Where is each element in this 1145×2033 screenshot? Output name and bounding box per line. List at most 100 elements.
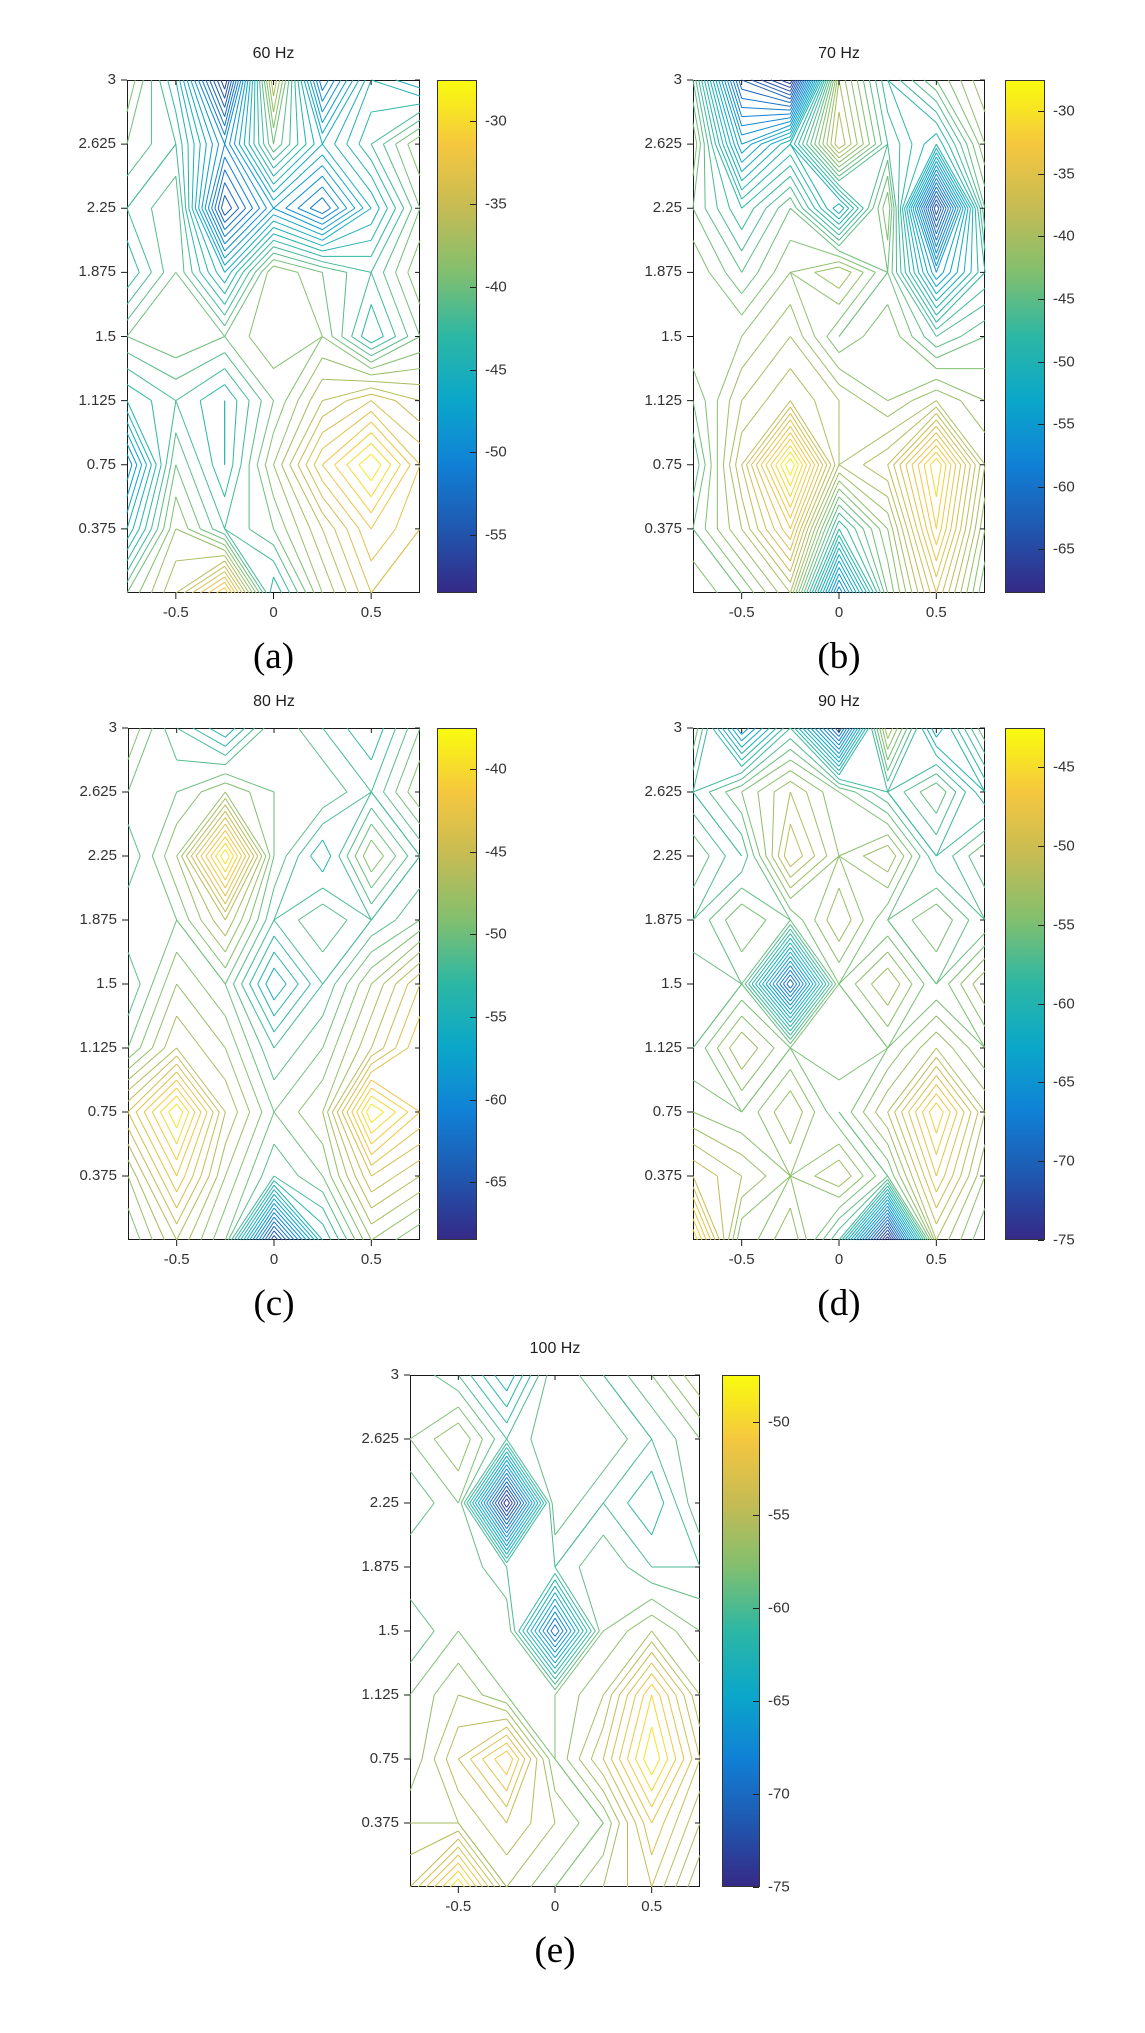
y-tick-label: 3 xyxy=(390,1366,399,1384)
subplot-90hz: 90 Hz (d) 3 2.625 2.25 1.875 1.5 1.125 0.75 0.3… xyxy=(644,693,1074,1324)
y-tick-label: 1.5 xyxy=(95,327,116,345)
colorbar-tick xyxy=(470,1099,476,1101)
contour-lines-svg xyxy=(121,79,421,599)
colorbar-tick-label: -50 xyxy=(1053,353,1075,371)
y-tick-label: 2.25 xyxy=(652,199,682,217)
colorbar-tick xyxy=(470,121,476,123)
subfigure-caption: (c) xyxy=(253,1283,295,1324)
x-tick-label: 0 xyxy=(834,1251,844,1268)
colorbar-tick xyxy=(1038,1240,1044,1241)
y-tick-label: 1.125 xyxy=(361,1686,399,1704)
x-tick-label: 0.5 xyxy=(360,604,382,621)
colorbar-tick xyxy=(470,452,476,454)
y-tick-label: 0.75 xyxy=(369,1750,399,1768)
colorbar-tick-label: -55 xyxy=(1053,916,1075,934)
y-tick-label: 2.625 xyxy=(644,135,682,153)
x-tick-label: -0.5 xyxy=(163,1251,190,1268)
y-tick-label: 1.875 xyxy=(79,911,117,929)
y-tick-label: 1.5 xyxy=(661,327,682,345)
contour-lines-svg xyxy=(687,727,986,1246)
colorbar-tick-label: -45 xyxy=(1053,758,1075,776)
colorbar-tick-label: -50 xyxy=(485,925,507,943)
colorbar-tick xyxy=(1038,111,1044,113)
colorbar-tick-label: -65 xyxy=(768,1692,790,1710)
colorbar-tick-label: -45 xyxy=(485,361,507,379)
y-tick-label: 1.5 xyxy=(378,1622,399,1640)
colorbar-tick xyxy=(1038,1003,1044,1005)
colorbar-tick-label: -60 xyxy=(485,1091,507,1109)
contour-lines-svg xyxy=(404,1374,701,1893)
plot-title: 70 Hz xyxy=(818,45,860,62)
y-tick-label: 2.25 xyxy=(87,847,117,865)
y-tick-label: 0.75 xyxy=(652,455,682,473)
colorbar-gradient xyxy=(437,728,477,1240)
x-tick-label: 0 xyxy=(834,604,844,621)
y-tick-label: 2.625 xyxy=(78,135,116,153)
x-tick-label: 0.5 xyxy=(641,1898,663,1915)
colorbar-tick-label: -65 xyxy=(1053,1073,1075,1091)
colorbar-tick xyxy=(1038,1082,1044,1084)
subfigure-caption: (e) xyxy=(534,1930,576,1971)
y-tick-label: 3 xyxy=(107,71,116,89)
colorbar-tick xyxy=(1038,298,1044,300)
colorbar-tick xyxy=(470,535,476,537)
y-tick-label: 0.375 xyxy=(79,1167,117,1185)
x-tick-label: 0 xyxy=(269,1251,279,1268)
y-tick-label: 0.75 xyxy=(86,455,116,473)
y-tick-label: 1.125 xyxy=(79,1039,117,1057)
colorbar-tick-label: -55 xyxy=(768,1506,790,1524)
colorbar-tick-label: -50 xyxy=(768,1413,790,1431)
colorbar-tick xyxy=(470,934,476,936)
colorbar-tick-label: -55 xyxy=(485,1008,507,1026)
colorbar-tick-label: -35 xyxy=(1053,165,1075,183)
colorbar-tick xyxy=(1038,173,1044,175)
y-tick-label: 0.375 xyxy=(78,520,116,538)
y-tick-label: 3 xyxy=(673,719,682,737)
colorbar-gradient xyxy=(1005,728,1045,1240)
y-tick-label: 2.25 xyxy=(369,1494,399,1512)
y-tick-label: 0.75 xyxy=(652,1103,682,1121)
contour-lines-svg xyxy=(687,79,986,599)
x-tick-label: 0.5 xyxy=(360,1251,382,1268)
colorbar-tick xyxy=(753,1700,759,1702)
colorbar-tick xyxy=(1038,767,1044,769)
colorbar-tick xyxy=(1038,924,1044,926)
colorbar-tick xyxy=(470,1017,476,1019)
y-tick-label: 0.375 xyxy=(644,1167,682,1185)
colorbar-tick-label: -40 xyxy=(485,760,507,778)
y-tick-label: 0.375 xyxy=(644,520,682,538)
x-tick-label: -0.5 xyxy=(728,1251,755,1268)
subplot-70hz: 70 Hz (b) 3 2.625 2.25 1.875 1.5 1.125 0.75 0.3… xyxy=(644,45,1074,677)
colorbar: -30 -35 -40 -45 -50 -55 -60 -65 xyxy=(1005,80,1075,593)
colorbar-gradient xyxy=(1005,80,1045,593)
colorbar-tick xyxy=(753,1887,759,1888)
y-tick-label: 1.125 xyxy=(644,391,682,409)
colorbar-tick xyxy=(753,1793,759,1795)
x-tick-label: -0.5 xyxy=(445,1898,472,1915)
colorbar-tick xyxy=(1038,236,1044,238)
x-tick-label: 0 xyxy=(269,604,278,621)
plot-title: 100 Hz xyxy=(529,1340,581,1357)
colorbar-tick xyxy=(753,1607,759,1609)
colorbar-gradient xyxy=(722,1375,760,1887)
y-tick-label: 3 xyxy=(108,719,117,737)
colorbar-tick-label: -70 xyxy=(768,1785,790,1803)
colorbar-tick xyxy=(470,286,476,288)
subfigure-caption: (d) xyxy=(817,1283,861,1324)
x-tick-label: -0.5 xyxy=(162,604,189,621)
colorbar-tick-label: -60 xyxy=(768,1599,790,1617)
plot-title: 60 Hz xyxy=(252,45,295,62)
subfigure-caption: (a) xyxy=(252,636,295,677)
colorbar-tick xyxy=(470,204,476,206)
y-tick-label: 0.75 xyxy=(87,1103,117,1121)
y-tick-label: 2.625 xyxy=(361,1430,399,1448)
colorbar-tick-label: -55 xyxy=(1053,415,1075,433)
colorbar-tick xyxy=(1038,361,1044,363)
colorbar-tick-label: -75 xyxy=(1053,1231,1075,1249)
y-tick-label: 1.5 xyxy=(96,975,117,993)
colorbar-tick-label: -50 xyxy=(1053,837,1075,855)
colorbar-tick-label: -70 xyxy=(1053,1152,1075,1170)
y-tick-label: 2.625 xyxy=(644,783,682,801)
colorbar-tick-label: -65 xyxy=(485,1173,507,1191)
y-tick-label: 1.125 xyxy=(78,391,116,409)
